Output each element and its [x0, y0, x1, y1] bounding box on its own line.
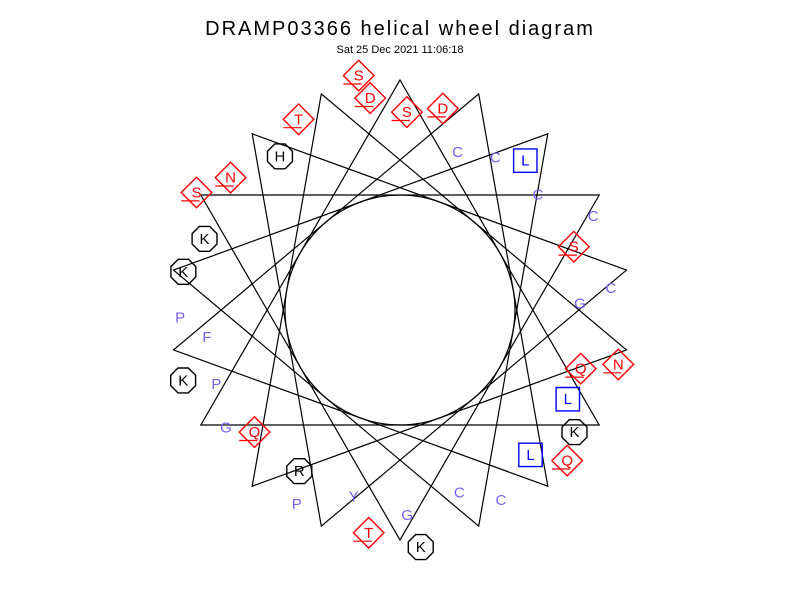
wheel-circle — [285, 195, 515, 425]
residue: F — [202, 329, 211, 346]
residue: G — [574, 296, 586, 313]
residue-label: T — [294, 111, 303, 128]
residue: C — [490, 149, 501, 166]
residue: L — [519, 443, 542, 466]
residue: K — [171, 368, 196, 393]
residue-label: S — [569, 239, 579, 256]
residue: K — [408, 535, 433, 560]
residue-label: G — [401, 507, 413, 524]
residue-label: N — [225, 170, 236, 187]
residue-label: P — [292, 496, 302, 513]
residue-label: D — [365, 90, 376, 107]
residue-label: Q — [561, 453, 573, 470]
residue-label: P — [175, 310, 185, 327]
residue: Q — [565, 353, 596, 384]
residue: C — [605, 280, 616, 297]
residue-label: P — [211, 376, 221, 393]
residue-label: C — [532, 186, 543, 203]
residue: S — [343, 60, 374, 91]
residue: C — [495, 492, 506, 509]
residue-label: F — [202, 329, 211, 346]
wheel-triangle — [201, 195, 599, 540]
residue-label: Q — [249, 424, 261, 441]
residue: C — [588, 208, 599, 225]
residue: K — [562, 420, 587, 445]
residue-label: K — [199, 231, 209, 248]
residue: P — [292, 496, 302, 513]
residue-label: L — [564, 391, 572, 408]
residue-label: K — [416, 539, 426, 556]
residue: Y — [349, 488, 359, 505]
residue: C — [454, 485, 465, 502]
residue: T — [283, 104, 314, 135]
residue-label: T — [364, 525, 373, 542]
residue: D — [355, 83, 386, 114]
residue: Q — [552, 445, 583, 476]
residue-label: N — [613, 356, 624, 373]
residue-label: L — [526, 447, 534, 464]
residue: S — [392, 97, 423, 128]
residue-label: C — [588, 208, 599, 225]
residue: P — [175, 310, 185, 327]
residue-label: K — [178, 373, 188, 390]
helical-wheel-diagram: CDSDSTHNSKKPFKPGQRPYTGKCCLQKLQNGCSCCLC — [0, 0, 800, 600]
residue: P — [211, 376, 221, 393]
residue-label: S — [402, 104, 412, 121]
residue-label: H — [274, 148, 285, 165]
residue-label: D — [437, 101, 448, 118]
residue: K — [192, 226, 217, 251]
residue: G — [401, 507, 413, 524]
residue: C — [532, 186, 543, 203]
residue-label: S — [191, 185, 201, 202]
residue-label: S — [354, 68, 364, 85]
residue: N — [215, 162, 246, 193]
residue: C — [452, 144, 463, 161]
residue-label: C — [605, 280, 616, 297]
residue: R — [287, 459, 312, 484]
residue-label: C — [490, 149, 501, 166]
residue: T — [353, 518, 384, 549]
residue-label: R — [294, 463, 305, 480]
residue-label: G — [574, 296, 586, 313]
residue-label: C — [452, 144, 463, 161]
residue: Q — [239, 417, 270, 448]
wheel-triangle — [201, 80, 599, 425]
residue-label: Q — [575, 361, 587, 378]
residue-label: C — [495, 492, 506, 509]
residue: L — [556, 388, 579, 411]
residue: H — [268, 144, 293, 169]
residue-label: G — [220, 419, 232, 436]
residue: N — [603, 349, 634, 380]
residue: G — [220, 419, 232, 436]
residue-label: K — [178, 264, 188, 281]
residue-label: L — [521, 153, 529, 170]
residue: S — [181, 177, 212, 208]
residue-label: K — [569, 424, 579, 441]
residue-label: Y — [349, 488, 359, 505]
residue: L — [514, 149, 537, 172]
residue: D — [428, 93, 459, 124]
residue-label: C — [454, 485, 465, 502]
